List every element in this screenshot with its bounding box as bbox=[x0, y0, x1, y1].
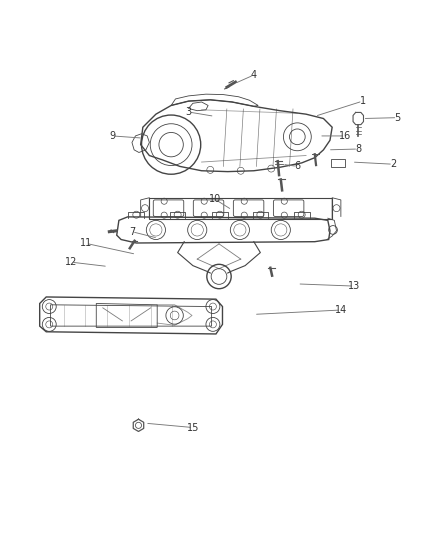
Text: 13: 13 bbox=[348, 281, 360, 291]
Text: 11: 11 bbox=[80, 238, 92, 248]
Text: 3: 3 bbox=[185, 107, 191, 117]
Text: 10: 10 bbox=[208, 194, 221, 204]
Text: 14: 14 bbox=[335, 305, 347, 315]
Text: 9: 9 bbox=[110, 131, 116, 141]
Text: 15: 15 bbox=[187, 423, 199, 433]
Text: 8: 8 bbox=[355, 144, 361, 154]
Text: 12: 12 bbox=[65, 257, 77, 267]
Text: 16: 16 bbox=[339, 131, 351, 141]
Text: 4: 4 bbox=[251, 70, 257, 80]
Text: 6: 6 bbox=[294, 161, 300, 172]
Text: 2: 2 bbox=[390, 159, 396, 169]
Text: 7: 7 bbox=[129, 227, 135, 237]
Text: 1: 1 bbox=[360, 96, 366, 106]
Text: 5: 5 bbox=[394, 112, 401, 123]
